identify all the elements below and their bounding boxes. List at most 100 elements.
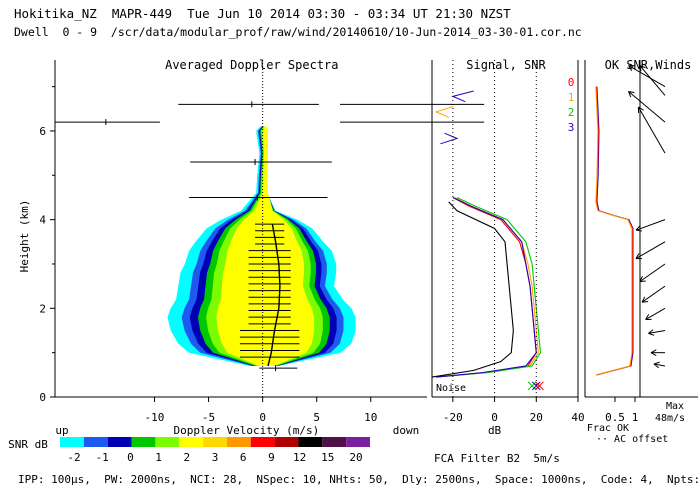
snr-title: Signal, SNR (466, 58, 546, 72)
beam-label-0: 0 (568, 76, 575, 89)
snr-color-swatch (274, 437, 299, 447)
wind-arrow (628, 91, 666, 123)
velocity-tick-label: 5 (313, 411, 320, 424)
frac-ok-label: Frac OK (587, 423, 629, 434)
wind-arrow-head (650, 352, 657, 356)
snr-panel: Signal, SNR -20 0 20 40 dB Noise 0 1 2 3 (340, 58, 585, 437)
wind-arrow (648, 329, 666, 334)
snr-series-2 (436, 196, 542, 378)
footer-params: IPP: 100µs, PW: 2000ns, NCI: 28, NSpec: … (18, 473, 700, 486)
wind-arrow (645, 307, 666, 320)
snr-legend-tick: 6 (240, 451, 247, 464)
wind-arrow-head (648, 332, 655, 336)
snr-legend-tick: 20 (349, 451, 362, 464)
snr-upper-fragment (434, 106, 454, 118)
wind-arrow (628, 65, 666, 88)
height-tick-label: 6 (39, 125, 46, 138)
snr-color-swatch (179, 437, 204, 447)
snr-legend-tick: 9 (268, 451, 275, 464)
snr-color-swatch (250, 437, 275, 447)
wind-arrow-head (628, 90, 635, 94)
wind-arrow (637, 106, 666, 154)
velocity-tick-label: -10 (145, 411, 165, 424)
wind-arrow-head (638, 106, 644, 111)
frac-ok-line (595, 86, 633, 376)
snr-legend-tick: 2 (183, 451, 190, 464)
wind-arrow-head (653, 361, 660, 365)
snr-tick-label: 0 (491, 411, 498, 424)
mean-velocity-line (267, 223, 281, 367)
snr-color-swatch (346, 437, 370, 447)
beam-label-3: 3 (568, 121, 575, 134)
wind-arrow-head (628, 65, 633, 71)
snr-tick-label: 20 (530, 411, 543, 424)
frac-tick-label: 1 (632, 411, 639, 424)
snr-legend-tick: -2 (67, 451, 80, 464)
wind-arrow-head (639, 276, 643, 282)
wind-arrow (635, 241, 666, 260)
snr-color-swatch (298, 437, 323, 447)
spectra-contour-5 (216, 126, 315, 366)
snr-legend-tick: 1 (155, 451, 162, 464)
wind-arrow (653, 363, 666, 367)
beam-label-1: 1 (568, 91, 575, 104)
snr-marker (527, 381, 537, 391)
snr-legend-tick: 0 (127, 451, 134, 464)
snr-legend-tick: 3 (212, 451, 219, 464)
wind-arrow-head (653, 363, 659, 369)
wind-arrow-head (635, 253, 640, 259)
frac-tick-label: 0.5 (605, 411, 625, 424)
wind-arrow (635, 219, 666, 231)
height-axis-label: Height (km) (18, 200, 31, 273)
snr-series-1 (436, 196, 539, 378)
snr-color-swatch (226, 437, 251, 447)
wind-arrow-head (642, 301, 649, 303)
snr-series-3 (436, 196, 537, 378)
snr-marker (535, 381, 544, 391)
velocity-tick-label: -5 (202, 411, 215, 424)
snr-color-swatch (131, 437, 156, 447)
snr-tick-label: 40 (571, 411, 584, 424)
height-tick-label: 2 (39, 302, 46, 315)
snr-color-swatch (60, 437, 84, 447)
spectra-title: Averaged Doppler Spectra (165, 58, 338, 72)
spectra-panel: Averaged Doppler Spectra 0 2 4 6 -10 -5 0 5 10 Hei… (18, 58, 427, 437)
max-speed-label: 48m/s (655, 413, 685, 424)
header-dwell-line: Dwell 0 - 9 /scr/data/modular_prof/raw/w… (14, 25, 582, 39)
wind-arrow-head (635, 225, 641, 231)
snr-color-swatch (83, 437, 108, 447)
velocity-tick-label: 0 (259, 411, 266, 424)
snr-legend-label: SNR dB (8, 438, 48, 451)
frac-ok-line (595, 86, 633, 376)
max-label: Max (666, 401, 684, 412)
snr-series-noise (431, 201, 514, 378)
snr-legend-tick: 12 (293, 451, 306, 464)
noise-label: Noise (436, 383, 466, 394)
wind-arrow-head (641, 296, 646, 303)
frac-ok-line (596, 86, 634, 376)
height-tick-label: 0 (39, 391, 46, 404)
beam-label-2: 2 (568, 106, 575, 119)
wind-arrow (641, 285, 666, 303)
velocity-axis-label: Doppler Velocity (m/s) (174, 424, 320, 437)
snr-upper-fragment (440, 132, 459, 145)
ac-offset-label: ·· AC offset (596, 434, 668, 445)
wind-arrow (639, 65, 666, 96)
snr-color-swatch (203, 437, 227, 447)
snr-upper-fragment (451, 90, 474, 103)
direction-label-down: down (393, 424, 420, 437)
wind-arrow-head (650, 349, 657, 354)
wind-arrow-head (639, 65, 642, 72)
snr-tick-label: -20 (443, 411, 463, 424)
wind-arrow-head (639, 280, 646, 283)
snr-legend-tick: -1 (96, 451, 109, 464)
direction-label-up: up (55, 424, 68, 437)
wind-arrow-head (628, 91, 632, 98)
wind-arrow (639, 263, 666, 283)
snr-color-swatch (155, 437, 180, 447)
snr-color-swatch (107, 437, 132, 447)
wind-arrow-head (635, 229, 643, 232)
